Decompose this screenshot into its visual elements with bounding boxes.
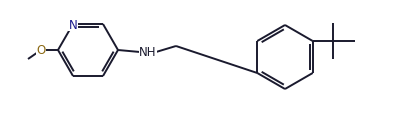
Text: N: N xyxy=(68,18,77,31)
Text: O: O xyxy=(36,44,45,57)
Text: NH: NH xyxy=(139,46,156,59)
